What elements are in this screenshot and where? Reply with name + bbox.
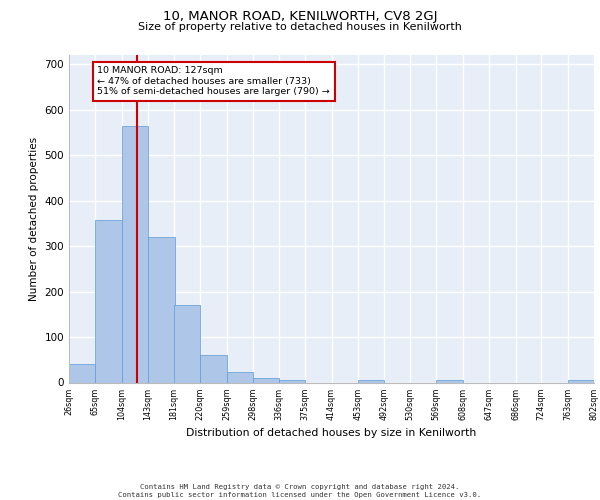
Text: Contains HM Land Registry data © Crown copyright and database right 2024.
Contai: Contains HM Land Registry data © Crown c… [118,484,482,498]
Bar [253,378,280,382]
Text: 10 MANOR ROAD: 127sqm
← 47% of detached houses are smaller (733)
51% of semi-det: 10 MANOR ROAD: 127sqm ← 47% of detached … [97,66,330,96]
Text: Size of property relative to detached houses in Kenilworth: Size of property relative to detached ho… [138,22,462,32]
Bar [568,380,594,382]
Bar [174,305,200,382]
X-axis label: Distribution of detached houses by size in Kenilworth: Distribution of detached houses by size … [187,428,476,438]
Bar [227,372,253,382]
Bar [200,355,227,382]
Bar [148,237,175,382]
Bar [358,380,384,382]
Bar [95,220,122,382]
Bar [69,364,95,382]
Bar [436,380,463,382]
Bar [122,126,148,382]
Bar [279,380,305,382]
Text: 10, MANOR ROAD, KENILWORTH, CV8 2GJ: 10, MANOR ROAD, KENILWORTH, CV8 2GJ [163,10,437,23]
Y-axis label: Number of detached properties: Number of detached properties [29,136,39,301]
